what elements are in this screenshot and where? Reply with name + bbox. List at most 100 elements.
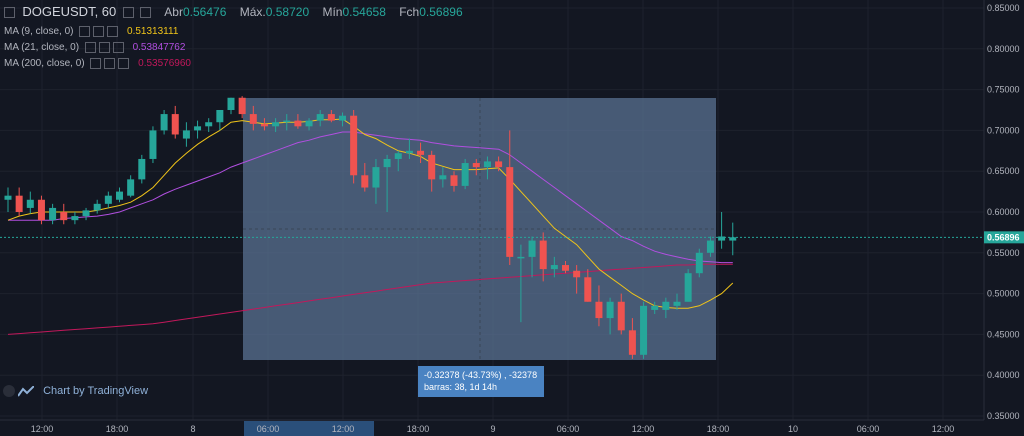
- candle-body: [684, 273, 692, 302]
- candle-body: [640, 305, 648, 355]
- candle-body: [573, 270, 581, 278]
- current-price-tag: [984, 231, 1024, 244]
- candle-body: [617, 301, 625, 331]
- close-icon[interactable]: [112, 42, 124, 53]
- measure-line2: barras: 38, 1d 14h: [424, 382, 498, 392]
- candle-body: [673, 301, 681, 306]
- candle-body: [495, 161, 503, 168]
- tradingview-logo-icon: [18, 385, 34, 397]
- indicator-row-ma9[interactable]: MA (9, close, 0) 0.51313111: [4, 26, 178, 37]
- collapse-icon[interactable]: [4, 7, 15, 19]
- candle-body: [706, 240, 714, 253]
- candle-body: [283, 120, 291, 123]
- candle-body: [15, 195, 23, 212]
- candle-body: [550, 265, 558, 270]
- branding-text: Chart by TradingView: [43, 385, 149, 397]
- high-label: Máx.: [239, 5, 266, 19]
- candle-body: [405, 150, 413, 154]
- candle-body: [539, 240, 547, 270]
- low-label: Mín: [322, 5, 343, 19]
- candle-body: [662, 301, 670, 310]
- price-tick-label: 0.35000: [987, 411, 1020, 421]
- time-tick-label: 06:00: [257, 424, 280, 434]
- high-value: 0.58720: [265, 5, 310, 19]
- indicator-value: 0.51313111: [127, 26, 179, 38]
- candle-body: [606, 301, 614, 319]
- candle-body: [194, 126, 202, 131]
- time-tick-label: 12:00: [332, 424, 355, 434]
- ma21-line: [8, 131, 733, 264]
- price-tick-label: 0.85000: [987, 3, 1020, 13]
- candle-body: [227, 97, 235, 110]
- candle-body: [216, 110, 224, 123]
- price-tick-label: 0.75000: [987, 85, 1020, 95]
- candle-body: [339, 115, 346, 121]
- time-range-highlight: [244, 421, 374, 436]
- close-icon[interactable]: [118, 58, 130, 69]
- candle-body: [272, 122, 280, 127]
- candle-body: [294, 120, 302, 127]
- candle-body: [350, 115, 358, 176]
- price-tick-label: 0.40000: [987, 370, 1020, 380]
- eye-icon[interactable]: [79, 26, 91, 37]
- candle-body: [104, 195, 112, 204]
- measure-line1: -0.32378 (-43.73%) , -32378: [424, 370, 538, 380]
- indicator-row-ma200[interactable]: MA (200, close, 0) 0.53576960: [4, 58, 191, 69]
- price-tick-label: 0.55000: [987, 248, 1020, 258]
- candle-body: [729, 237, 737, 241]
- price-axis-bg: [984, 0, 1024, 436]
- settings-icon[interactable]: [93, 26, 105, 37]
- candle-body: [37, 199, 45, 221]
- price-tick-label: 0.70000: [987, 125, 1020, 135]
- candle-body: [383, 158, 391, 168]
- indicator-value: 0.53847762: [132, 42, 186, 54]
- candle-body: [472, 163, 480, 168]
- time-tick-label: 12:00: [932, 424, 955, 434]
- candle-body: [439, 175, 447, 180]
- close-label: Fch: [399, 5, 420, 19]
- candle-body: [562, 265, 569, 271]
- time-tick-label: 10: [788, 424, 798, 434]
- current-price-label: 0.56896: [987, 232, 1020, 242]
- candle-body: [205, 122, 213, 127]
- candle-body: [316, 114, 324, 121]
- candle-body: [361, 175, 369, 188]
- chart-header: DOGEUSDT, 60 Abr0.56476 Máx.0.58720 Mín0…: [4, 4, 463, 19]
- price-tick-label: 0.45000: [987, 329, 1020, 339]
- indicator-value: 0.53576960: [138, 58, 191, 70]
- candle-body: [305, 120, 313, 127]
- settings-icon[interactable]: [122, 7, 134, 19]
- candle-body: [528, 240, 536, 257]
- time-tick-label: 18:00: [106, 424, 129, 434]
- candle-body: [249, 114, 257, 124]
- indicator-label: MA (21, close, 0): [4, 42, 80, 54]
- candle-body: [506, 167, 514, 257]
- candle-body: [651, 305, 659, 310]
- candle-body: [695, 252, 703, 274]
- time-tick-label: 18:00: [707, 424, 730, 434]
- eye-icon[interactable]: [84, 42, 96, 53]
- settings-icon[interactable]: [98, 42, 110, 53]
- scroll-left-icon: [3, 385, 15, 397]
- time-tick-label: 06:00: [857, 424, 880, 434]
- time-tick-label: 06:00: [557, 424, 580, 434]
- indicator-row-ma21[interactable]: MA (21, close, 0) 0.53847762: [4, 42, 185, 53]
- candle-body: [595, 301, 603, 319]
- settings-icon[interactable]: [104, 58, 116, 69]
- price-tick-label: 0.50000: [987, 289, 1020, 299]
- close-icon[interactable]: [107, 26, 119, 37]
- eye-icon[interactable]: [90, 58, 102, 69]
- time-tick-label: 18:00: [407, 424, 430, 434]
- open-value: 0.56476: [182, 5, 227, 19]
- candle-body: [628, 330, 636, 355]
- candle-body: [327, 114, 335, 121]
- candle-body: [483, 161, 491, 168]
- candle-body: [138, 158, 146, 180]
- candle-body: [127, 179, 135, 196]
- hide-icon[interactable]: [139, 7, 151, 19]
- tradingview-branding[interactable]: Chart by TradingView: [18, 385, 148, 397]
- price-tick-label: 0.80000: [987, 44, 1020, 54]
- indicator-label: MA (9, close, 0): [4, 26, 74, 38]
